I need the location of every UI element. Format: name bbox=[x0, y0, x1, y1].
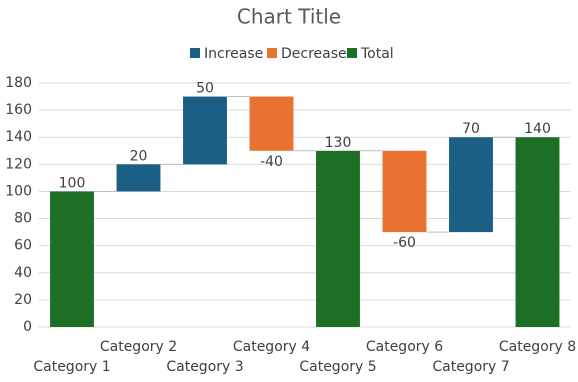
value-label: 140 bbox=[524, 121, 551, 137]
x-tick-label: Category 1 bbox=[33, 359, 110, 375]
legend-swatch bbox=[347, 48, 357, 58]
y-tick-label: 40 bbox=[14, 265, 32, 281]
x-tick-label: Category 7 bbox=[432, 359, 509, 375]
bar bbox=[183, 96, 227, 165]
legend-label: Decrease bbox=[281, 46, 347, 62]
y-tick-label: 120 bbox=[5, 156, 32, 172]
bar bbox=[515, 137, 560, 327]
bar bbox=[449, 137, 493, 233]
chart-title: Chart Title bbox=[237, 5, 341, 29]
legend-label: Increase bbox=[204, 46, 263, 62]
y-tick-label: 140 bbox=[5, 129, 32, 145]
x-tick-label: Category 6 bbox=[366, 339, 443, 355]
legend-swatch bbox=[267, 48, 277, 58]
bar bbox=[382, 150, 427, 233]
x-tick-label: Category 2 bbox=[100, 339, 177, 355]
value-label: 50 bbox=[196, 81, 214, 97]
bar bbox=[116, 164, 161, 192]
bar bbox=[50, 191, 94, 327]
y-tick-label: 60 bbox=[14, 238, 32, 254]
legend-label: Total bbox=[360, 46, 394, 62]
x-tick-label: Category 4 bbox=[233, 339, 310, 355]
value-label: 130 bbox=[325, 135, 352, 151]
value-label: 20 bbox=[130, 148, 148, 164]
legend-swatch bbox=[190, 48, 200, 58]
y-tick-label: 0 bbox=[23, 319, 32, 335]
y-tick-label: 80 bbox=[14, 211, 32, 227]
value-label: 70 bbox=[462, 121, 480, 137]
y-tick-label: 100 bbox=[5, 183, 32, 199]
y-tick-label: 160 bbox=[5, 102, 32, 118]
y-tick-label: 180 bbox=[5, 75, 32, 91]
bar bbox=[249, 96, 294, 151]
value-label: -40 bbox=[260, 154, 283, 170]
value-label: -60 bbox=[393, 235, 416, 251]
x-tick-label: Category 8 bbox=[499, 339, 576, 355]
value-label: 100 bbox=[59, 175, 86, 191]
y-tick-label: 20 bbox=[14, 292, 32, 308]
bar bbox=[316, 150, 360, 327]
x-tick-label: Category 5 bbox=[299, 359, 376, 375]
x-tick-label: Category 3 bbox=[166, 359, 243, 375]
